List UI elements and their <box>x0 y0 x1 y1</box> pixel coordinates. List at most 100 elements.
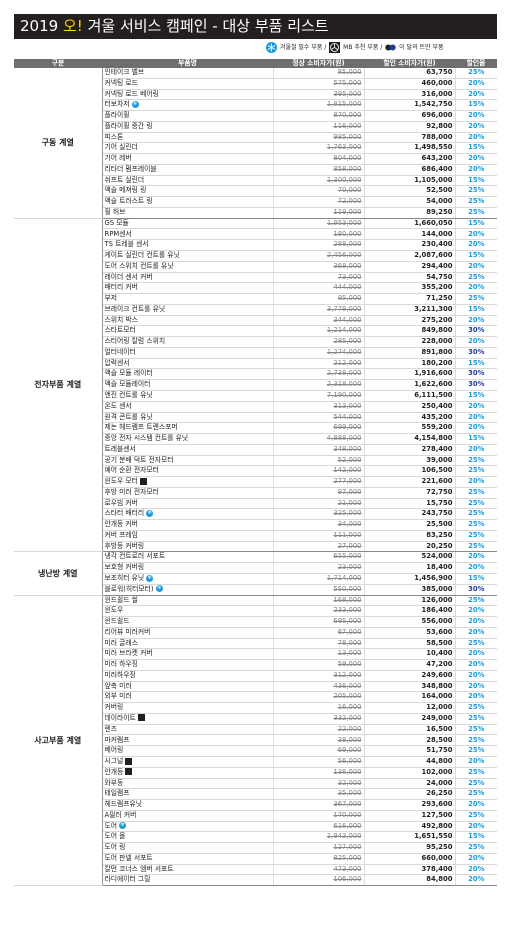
discount-price-cell-text: 275,200 <box>421 315 453 324</box>
snowflake-icon: ❄ <box>146 574 154 582</box>
part-name-cell: 게이트 실린더 컨트롤 유닛 <box>102 250 274 262</box>
part-name-cell-text: 커버 프레임 <box>104 530 138 539</box>
part-name-cell-text: 커넥팅 로드 베어링 <box>104 89 159 98</box>
part-name-cell-text: 와부등 <box>104 778 124 787</box>
discount-price-cell-text: 1,916,600 <box>414 369 453 378</box>
part-name-cell: 스타트모터 <box>102 325 274 338</box>
discount-price-cell: 28,500 <box>364 734 456 747</box>
discount-rate-cell-text: 25% <box>468 197 485 206</box>
discount-rate-cell: 25% <box>455 508 497 521</box>
regular-price-cell-text: 325,000 <box>333 509 362 518</box>
part-name-cell: 칼먼 코너스 엠버 서포트 <box>102 864 274 876</box>
table-row: 엔진 컨트롤 유닛 7,190,000 6,111,500 15% <box>14 390 497 402</box>
category-cell: 전자부품 계열 <box>14 218 103 553</box>
regular-price-cell-text: 332,000 <box>333 713 362 722</box>
discount-price-cell: 92,800 <box>364 121 456 133</box>
regular-price-cell: 1,815,000 <box>273 99 365 112</box>
discount-rate-cell-text: 25% <box>468 767 485 776</box>
discount-rate-cell: 20% <box>455 412 497 424</box>
regular-price-cell: 38,000 <box>273 734 365 747</box>
table-row: 보호형 커버링 23,000 18,400 20% <box>14 562 497 574</box>
regular-price-cell: 56,000 <box>273 756 365 768</box>
col-part-header: 부품명 <box>102 59 273 68</box>
part-name-cell-text: 브레이크 컨트롤 유닛 <box>104 304 166 313</box>
regular-price-cell-text: 180,000 <box>333 229 362 238</box>
part-name-cell: 윈도우 <box>102 605 274 618</box>
legend-month: 이 달의 트만 부품 <box>399 44 444 51</box>
discount-rate-cell-text: 15% <box>468 832 485 841</box>
regular-price-cell: 444,000 <box>273 282 365 295</box>
part-name-cell: 후방 미러 전자모터 <box>102 487 274 499</box>
part-name-cell: A필러 커버 <box>102 810 274 822</box>
discount-price-cell-text: 249,000 <box>421 713 453 722</box>
part-name-cell: 피스톤 <box>102 132 274 144</box>
regular-price-cell: 870,000 <box>273 110 365 122</box>
regular-price-cell-text: 870,000 <box>333 111 362 120</box>
regular-price-cell-text: 544,000 <box>333 412 362 421</box>
regular-price-cell: 1,300,000 <box>273 175 365 187</box>
part-name-cell: 중앙 전자 시스템 컨트롤 유닛 <box>102 433 274 445</box>
part-name-cell-text: 보조히터 유닛 <box>104 574 145 583</box>
discount-price-cell-text: 54,000 <box>426 197 453 206</box>
regular-price-cell-text: 550,000 <box>333 584 362 593</box>
part-name-cell-text: 기어 레버 <box>104 154 132 163</box>
discount-rate-cell: 20% <box>455 422 497 435</box>
regular-price-cell-text: 473,000 <box>333 864 362 873</box>
discount-price-cell-text: 20,250 <box>426 541 453 550</box>
discount-rate-cell-text: 25% <box>468 724 485 733</box>
part-name-cell: 액슬 모듈레이터 <box>102 379 274 391</box>
table-row: 플라이휠 중간 링 116,000 92,800 20% <box>14 121 497 133</box>
discount-rate-cell: 20% <box>455 874 497 887</box>
discount-rate-cell: 25% <box>455 498 497 510</box>
discount-price-cell: 54,000 <box>364 196 456 208</box>
discount-rate-cell: 25% <box>455 196 497 208</box>
part-name-cell-text: 플라이휠 중간 링 <box>104 121 153 130</box>
discount-rate-cell-text: 20% <box>468 660 485 669</box>
part-name-cell-text: 스위치 박스 <box>104 315 138 324</box>
table-row: 외부 미러 205,000 164,000 20% <box>14 691 497 704</box>
part-name-cell-text: 도어 판넬 서포트 <box>104 853 153 862</box>
part-name-cell-text: 중앙 전자 시스템 컨트롤 유닛 <box>104 434 189 443</box>
discount-price-cell: 243,750 <box>364 508 456 521</box>
table-row: 렌즈 22,000 16,500 25% <box>14 724 497 736</box>
part-name-cell: 엔진 컨트롤 유닛 <box>102 390 274 402</box>
discount-rate-cell: 20% <box>455 627 497 639</box>
regular-price-cell: 348,000 <box>273 444 365 456</box>
discount-rate-cell: 20% <box>455 616 497 628</box>
discount-rate-cell: 20% <box>455 239 497 252</box>
part-name-cell: RPM센서 <box>102 228 274 241</box>
discount-rate-cell: 20% <box>455 401 497 413</box>
regular-price-cell-text: 142,000 <box>333 466 362 475</box>
discount-price-cell: 221,600 <box>364 476 456 488</box>
discount-rate-cell-text: 25% <box>468 272 485 281</box>
discount-price-cell-text: 18,400 <box>426 563 453 572</box>
discount-rate-cell: 25% <box>455 272 497 284</box>
discount-rate-cell: 25% <box>455 734 497 747</box>
discount-price-cell: 1,622,600 <box>364 379 456 391</box>
table-row: 로우빔 커버 21,000 15,750 25% <box>14 498 497 510</box>
regular-price-cell: 1,763,000 <box>273 142 365 155</box>
discount-rate-cell-text: 20% <box>468 423 485 432</box>
part-name-cell: 공기 분배 덕트 전자모터 <box>102 455 274 467</box>
part-name-cell-text: 압력센서 <box>104 358 130 367</box>
regular-price-cell: 1,943,000 <box>273 831 365 844</box>
part-name-cell: 윈드쉴드 씰 <box>102 595 274 607</box>
discount-price-cell: 180,200 <box>364 358 456 370</box>
discount-price-cell-text: 72,750 <box>426 487 453 496</box>
discount-price-cell-text: 1,622,600 <box>414 380 453 389</box>
regular-price-cell: 97,000 <box>273 487 365 499</box>
part-name-cell: 리어뷰 미러커버 <box>102 627 274 639</box>
discount-price-cell: 1,456,900 <box>364 573 456 585</box>
discount-rate-cell: 20% <box>455 551 497 564</box>
regular-price-cell-text: 804,000 <box>333 154 362 163</box>
discount-price-cell-text: 559,200 <box>421 423 453 432</box>
discount-rate-cell-text: 20% <box>468 563 485 572</box>
table-row: 플라이휠 870,000 696,000 20% <box>14 110 497 122</box>
discount-rate-cell: 20% <box>455 228 497 241</box>
col-rate-header: 할인율 <box>455 59 497 68</box>
discount-price-cell: 84,800 <box>364 874 456 887</box>
snowflake-icon: ❄ <box>146 509 154 517</box>
regular-price-cell-text: 436,000 <box>333 681 362 690</box>
regular-price-cell-text: 85,000 <box>337 68 362 77</box>
part-name-cell: 미러하우징 <box>102 670 274 682</box>
